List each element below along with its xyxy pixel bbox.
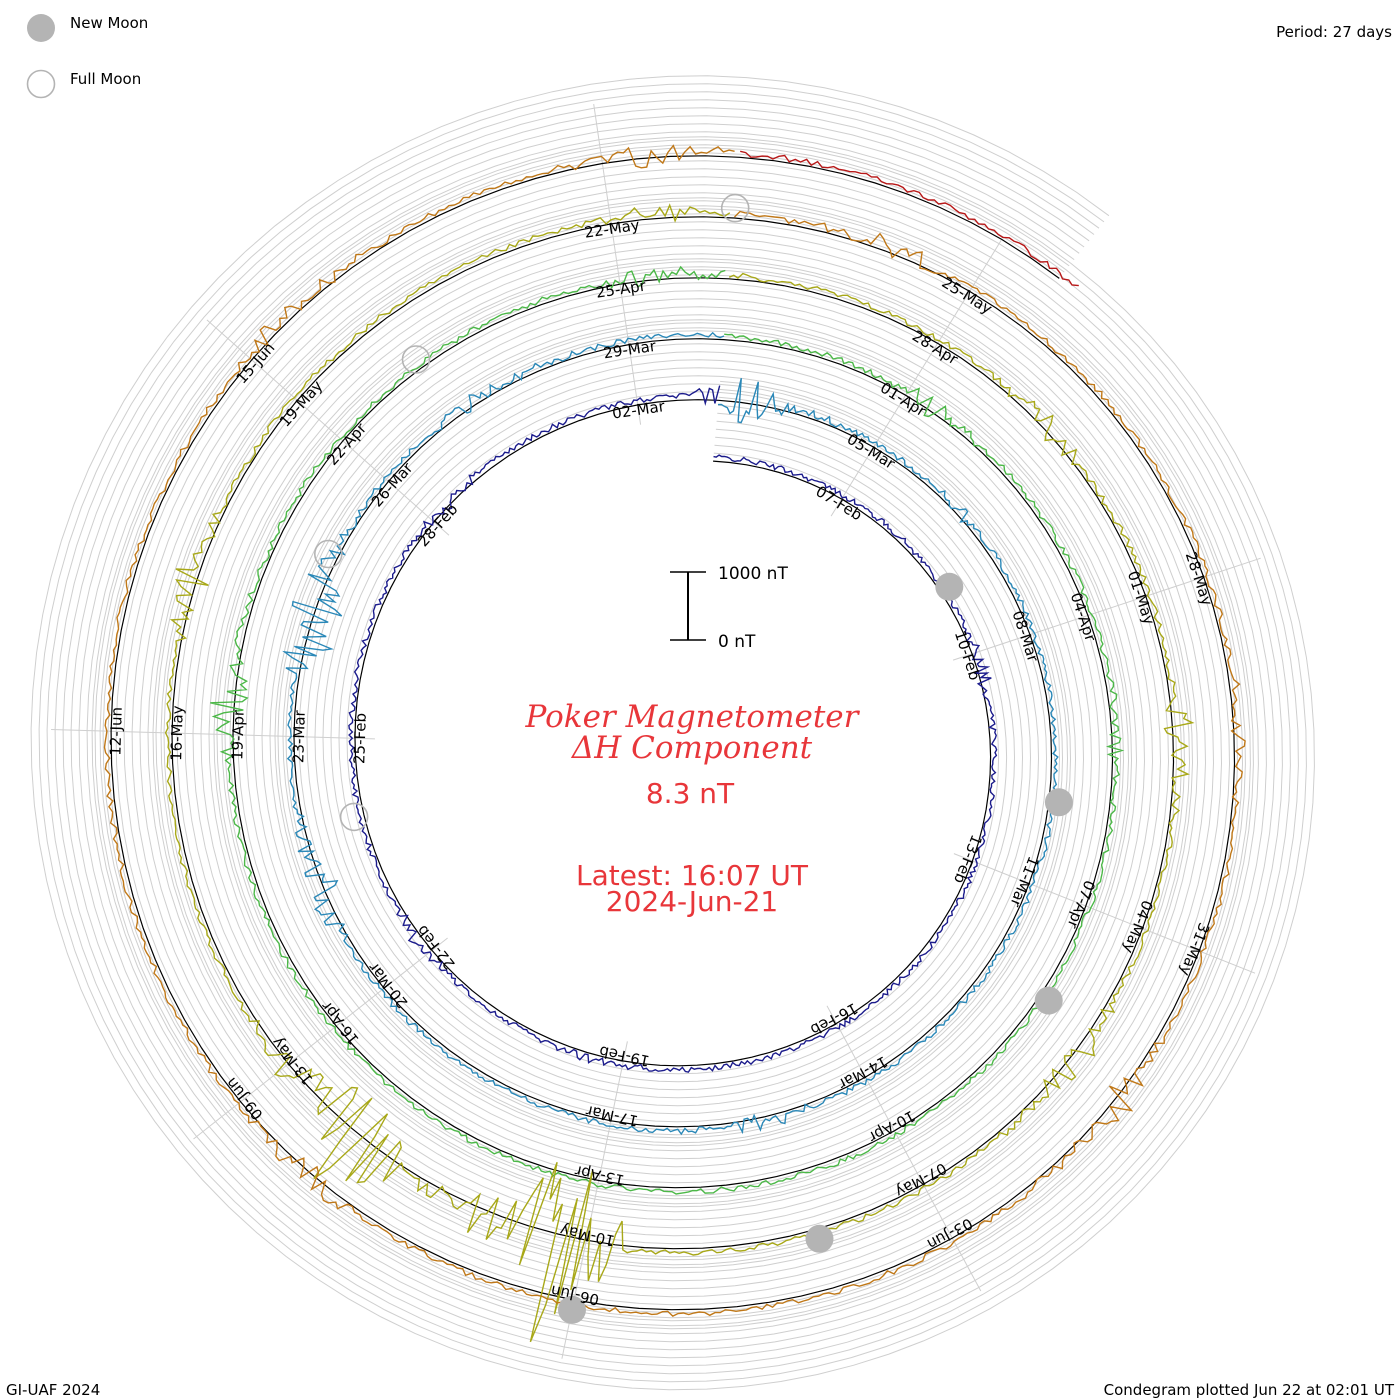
grid-spiral-line: [94, 139, 1251, 1327]
full-moon-marker: [720, 193, 750, 223]
new-moon-marker: [805, 1224, 834, 1253]
date-spoke: [51, 729, 375, 740]
legend-full-moon-label: Full Moon: [70, 70, 141, 88]
footer-credit: GI-UAF 2024: [6, 1381, 100, 1399]
date-spoke: [193, 937, 448, 1140]
date-label: 01-May: [1124, 569, 1159, 627]
date-spoke: [830, 240, 1002, 517]
baseline-spiral: [110, 155, 1236, 1311]
series-turn-6: [740, 150, 1079, 287]
date-label: 10-May: [558, 1221, 616, 1250]
date-label: 25-Apr: [595, 277, 648, 302]
date-label: 08-Mar: [1008, 608, 1042, 665]
grid-spiral-line: [78, 123, 1267, 1343]
date-label: 12-Jun: [106, 707, 125, 756]
new-moon-marker: [1044, 788, 1073, 817]
spoke-layer: [51, 104, 1261, 1359]
legend-new-moon-marker: [27, 14, 55, 42]
series-turn-5: [103, 144, 1246, 1317]
date-label: 28-May: [1182, 550, 1217, 608]
series-turn-2: [282, 331, 1059, 1136]
scale-bar-bottom-label: 0 nT: [718, 632, 756, 652]
date-label: 10-Feb: [951, 628, 984, 682]
date-label: 04-Apr: [1067, 590, 1100, 644]
date-label: 13-Feb: [950, 832, 986, 886]
chart-component: ΔH Component: [571, 730, 813, 766]
date-label: 11-Mar: [1006, 854, 1043, 910]
date-label: 04-May: [1119, 898, 1156, 956]
legend-full-moon-marker: [26, 69, 56, 99]
date-label: 31-May: [1176, 920, 1213, 978]
latest-date: 2024-Jun-21: [606, 885, 778, 918]
footer-plotted: Condegram plotted Jun 22 at 02:01 UT: [1104, 1381, 1395, 1399]
date-label: 07-Apr: [1063, 878, 1099, 932]
new-moon-marker: [558, 1295, 586, 1324]
chart-title: Poker Magnetometer: [525, 699, 861, 735]
scale-bar-top-label: 1000 nT: [718, 564, 788, 584]
series-turn-4: [164, 203, 1195, 1343]
full-moon-marker: [339, 802, 369, 832]
legend-new-moon-label: New Moon: [70, 14, 148, 32]
date-spoke: [826, 1005, 982, 1292]
baseline-layer: [110, 155, 1236, 1311]
date-label: 09-Jun: [222, 1074, 266, 1123]
grid-spiral-line: [70, 115, 1275, 1351]
new-moon-marker: [1034, 986, 1063, 1015]
current-value: 8.3 nT: [646, 777, 735, 810]
moon-marker-layer: [313, 193, 1073, 1324]
date-label: 16-Feb: [807, 999, 860, 1039]
series-turn-1: [348, 385, 998, 1073]
full-moon-marker: [401, 345, 431, 374]
date-spoke: [952, 557, 1261, 661]
date-label: 25-Feb: [350, 713, 370, 765]
series-layer: [103, 144, 1246, 1343]
date-label: 23-Mar: [289, 709, 309, 763]
period-label: Period: 27 days: [1276, 23, 1392, 41]
date-label: 16-May: [167, 705, 187, 761]
date-spoke: [206, 319, 450, 536]
date-spoke: [593, 104, 642, 425]
scale-bar: 1000 nT 0 nT: [670, 564, 788, 652]
date-spoke: [953, 853, 1256, 974]
date-label: 17-Mar: [584, 1102, 640, 1131]
legend: New Moon Full Moon: [26, 14, 148, 99]
date-label: 10-Apr: [865, 1107, 918, 1147]
date-label: 19-Apr: [228, 709, 248, 760]
grid-spiral-line: [86, 131, 1259, 1335]
grid-spiral-line: [30, 75, 1315, 1391]
series-turn-3: [210, 265, 1125, 1195]
full-moon-marker: [313, 539, 343, 569]
latest-time: Latest: 16:07 UT: [576, 859, 809, 892]
new-moon-marker: [935, 572, 964, 601]
grid-spiral-line: [62, 107, 1283, 1359]
grid-spiral-line: [54, 99, 1291, 1367]
